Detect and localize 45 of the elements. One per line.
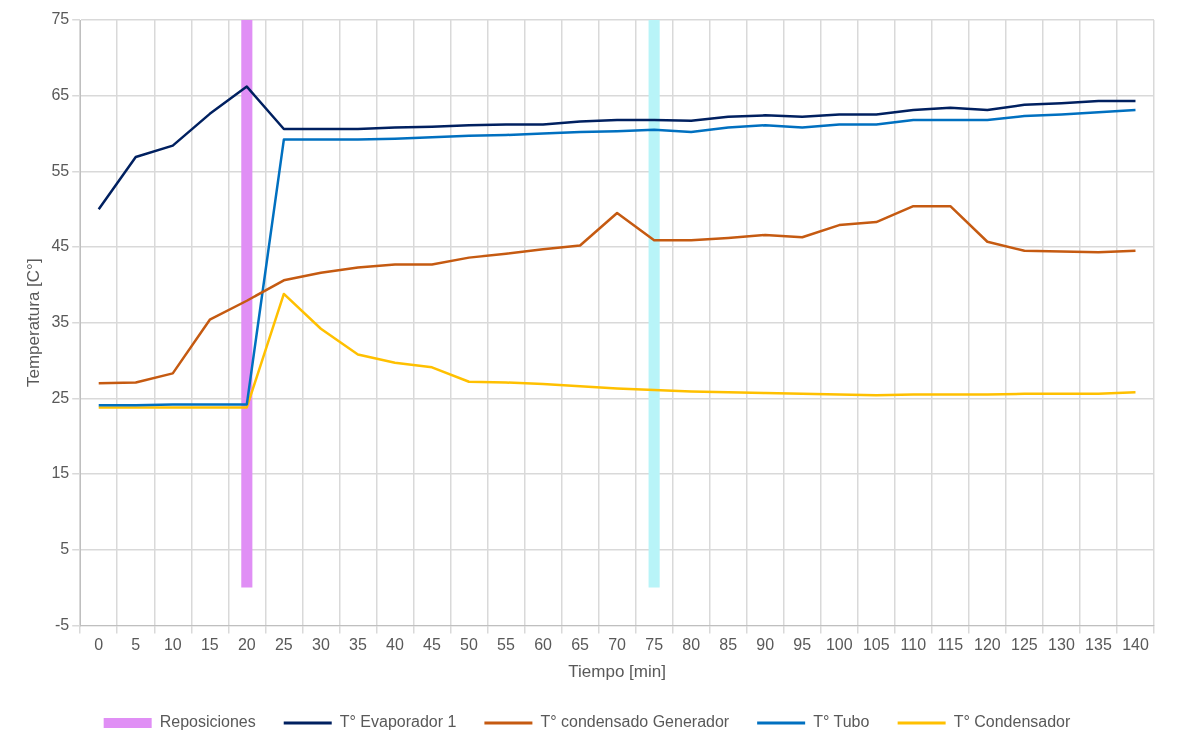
x-tick-label: 115	[937, 636, 964, 654]
x-tick-label: 140	[1122, 636, 1149, 654]
y-axis-title: Temperatura [C°]	[23, 258, 43, 388]
x-tick-label: 130	[1048, 636, 1075, 654]
x-tick-label: 35	[349, 636, 367, 654]
x-tick-label: 75	[645, 636, 664, 654]
x-tick-label: 25	[274, 636, 293, 654]
x-tick-label: 0	[94, 636, 104, 654]
x-tick-label: 5	[131, 636, 141, 654]
x-tick-label: 45	[423, 636, 441, 654]
y-tick-label: 45	[51, 237, 70, 255]
legend-label: T° Condensador	[953, 713, 1071, 731]
y-tick-label: -5	[54, 615, 70, 633]
y-tick-label: 25	[51, 388, 70, 406]
x-tick-label: 15	[200, 636, 219, 654]
x-tick-label: 90	[756, 636, 775, 654]
x-tick-label: 100	[825, 636, 853, 654]
y-tick-label: 15	[51, 464, 70, 482]
x-tick-label: 30	[311, 636, 330, 654]
x-tick-label: 65	[571, 636, 590, 654]
x-tick-label: 120	[974, 636, 1001, 654]
x-axis-title: Tiempo [min]	[568, 662, 666, 682]
x-tick-label: 105	[862, 636, 890, 654]
x-tick-label: 50	[460, 636, 478, 654]
y-tick-label: 55	[51, 161, 70, 179]
x-tick-label: 135	[1085, 636, 1112, 654]
legend-label: T° Evaporador 1	[339, 713, 457, 731]
x-tick-label: 70	[608, 636, 627, 654]
x-tick-label: 95	[793, 636, 812, 654]
x-tick-label: 125	[1011, 636, 1038, 654]
x-tick-label: 60	[534, 636, 553, 654]
x-tick-label: 85	[719, 636, 738, 654]
x-tick-label: 40	[386, 636, 404, 654]
y-tick-label: 75	[51, 10, 70, 28]
y-tick-label: 65	[51, 86, 70, 104]
x-tick-label: 10	[163, 636, 182, 654]
x-tick-label: 80	[682, 636, 701, 654]
y-tick-label: 5	[60, 540, 70, 558]
y-tick-label: 35	[51, 313, 70, 331]
legend-label: T° condensado Generador	[540, 713, 730, 731]
x-tick-label: 55	[497, 636, 516, 654]
legend-label: Reposiciones	[159, 713, 256, 731]
x-tick-label: 20	[237, 636, 256, 654]
legend-label: T° Tubo	[813, 713, 870, 731]
x-tick-label: 110	[900, 636, 927, 654]
